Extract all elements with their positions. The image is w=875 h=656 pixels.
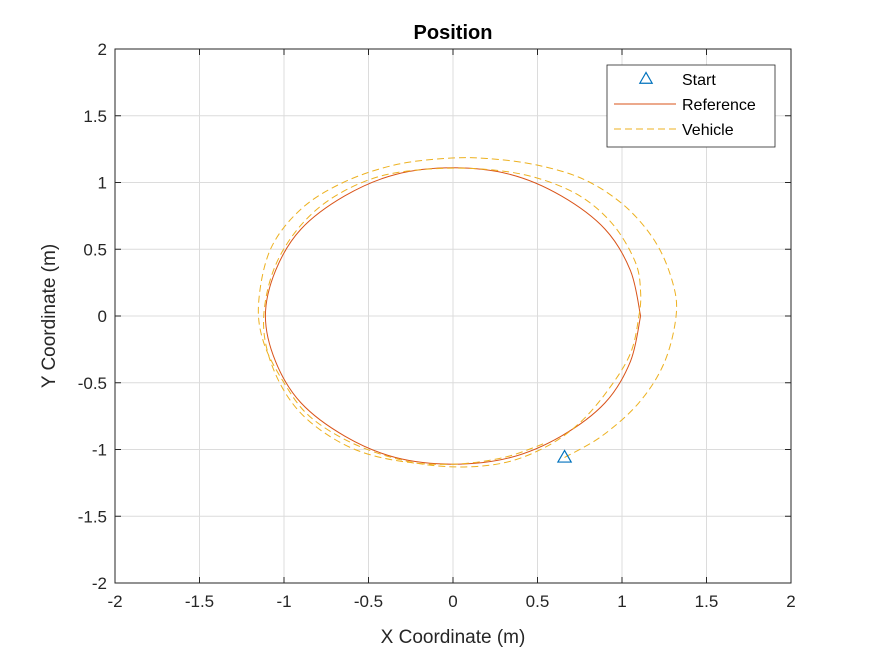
start-marker: [556, 449, 573, 463]
x-tick-label: -1.5: [185, 592, 214, 611]
x-tick-label: -2: [107, 592, 122, 611]
y-tick-label: 1: [98, 174, 107, 193]
y-tick-label: -2: [92, 574, 107, 593]
x-tick-label: 0.5: [526, 592, 550, 611]
y-tick-label: 0: [98, 307, 107, 326]
x-tick-labels: -2 -1.5 -1 -0.5 0 0.5 1 1.5 2: [107, 592, 795, 611]
y-tick-label: 0.5: [83, 240, 107, 259]
legend-start-symbol: [638, 71, 654, 84]
x-tick-label: 2: [786, 592, 795, 611]
x-tick-label: 0: [448, 592, 457, 611]
reference-line: [264, 167, 642, 465]
y-tick-label: -1: [92, 441, 107, 460]
legend-vehicle-label: Vehicle: [682, 122, 734, 139]
y-tick-label: 1.5: [83, 107, 107, 126]
ticks: [114, 48, 792, 584]
x-tick-label: -1: [276, 592, 291, 611]
legend-reference-label: Reference: [682, 97, 756, 114]
y-tick-label: -0.5: [78, 374, 107, 393]
y-tick-label: 2: [98, 40, 107, 59]
legend-box: [606, 64, 776, 148]
legend-start-label: Start: [682, 72, 716, 89]
y-axis-label: Y Coordinate (m): [39, 244, 60, 388]
series-layer: [257, 157, 678, 468]
vehicle-line: [257, 157, 678, 468]
y-tick-label: -1.5: [78, 507, 107, 526]
x-tick-label: -0.5: [354, 592, 383, 611]
legend: Start Reference Vehicle: [606, 64, 776, 148]
x-tick-label: 1: [617, 592, 626, 611]
x-tick-label: 1.5: [695, 592, 719, 611]
x-axis-label: X Coordinate (m): [381, 627, 526, 648]
chart-title: Position: [414, 22, 493, 44]
y-tick-labels: -2 -1.5 -1 -0.5 0 0.5 1 1.5 2: [78, 40, 107, 593]
